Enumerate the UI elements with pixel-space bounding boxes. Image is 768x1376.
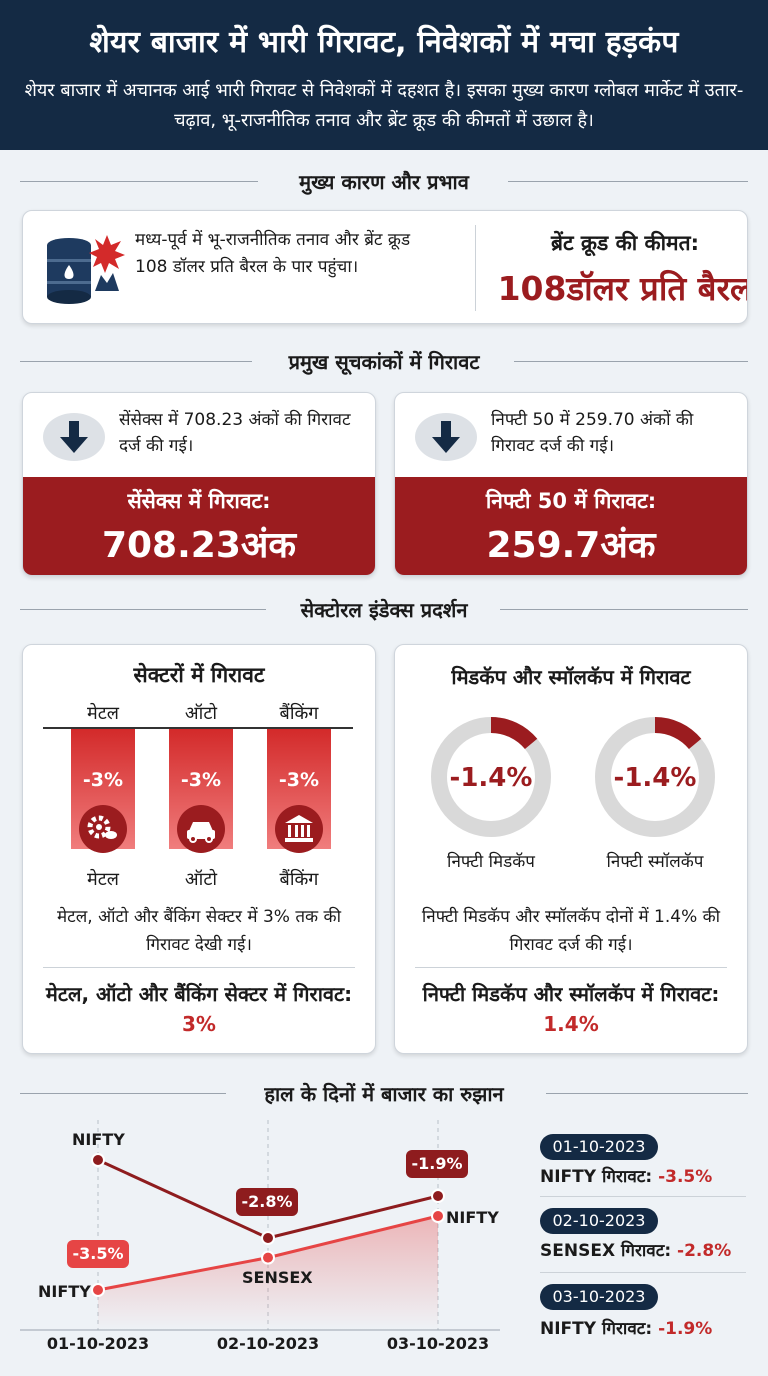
causes-card: मध्य-पूर्व में भू-राजनीतिक तनाव और ब्रें… xyxy=(22,210,748,324)
divider xyxy=(415,967,727,968)
divider xyxy=(43,967,355,968)
car-icon xyxy=(177,805,225,853)
divider xyxy=(540,1196,746,1197)
data-point xyxy=(261,1231,275,1245)
data-point xyxy=(261,1250,275,1265)
data-point xyxy=(91,1283,105,1297)
down-arrow-icon xyxy=(43,413,105,461)
legend-text-1: NIFTY गिरावट: -3.5% xyxy=(540,1167,713,1187)
data-point xyxy=(431,1189,445,1203)
sectors-card: सेक्टरों में गिरावट मेटल ऑटो बैंकिंग -3%… xyxy=(22,644,376,1054)
bar-top-label-metal: मेटल xyxy=(86,703,120,724)
donut-midcap: -1.4% xyxy=(431,717,551,837)
causes-text: मध्य-पूर्व में भू-राजनीतिक तनाव और ब्रें… xyxy=(135,230,411,277)
point-label-nifty-start: NIFTY xyxy=(72,1130,125,1149)
down-arrow-icon xyxy=(415,413,477,461)
brent-label: ब्रेंट क्रूड की कीमत: xyxy=(551,231,699,255)
donut-pct: -1.4% xyxy=(614,763,697,793)
donut-label-midcap: निफ्टी मिडकॅप xyxy=(447,852,535,872)
sectors-note: मेटल, ऑटो और बैंकिंग सेक्टर में 3% तक की… xyxy=(57,907,341,955)
bar-bottom-label-banking: बैंकिंग xyxy=(279,869,319,890)
data-label-2: -2.8% xyxy=(236,1188,298,1216)
divider xyxy=(540,1272,746,1273)
oil-barrel-explosion-icon xyxy=(47,235,125,304)
bar-bottom-label-metal: मेटल xyxy=(86,869,120,890)
bar-top-label-auto: ऑटो xyxy=(184,703,218,724)
bar-top-label-banking: बैंकिंग xyxy=(279,703,319,724)
midsmall-card: मिडकॅप और स्मॉलकॅप में गिरावट -1.4% -1.4%… xyxy=(394,644,748,1054)
legend-date-3: 03-10-2023 xyxy=(540,1284,658,1310)
x-tick-label-2: 02-10-2023 xyxy=(216,1334,320,1353)
sensex-card: सेंसेक्स में 708.23 अंकों की गिरावट दर्ज… xyxy=(22,392,376,576)
divider xyxy=(475,225,476,311)
donut-pct: -1.4% xyxy=(450,763,533,793)
bar-pct-banking: -3% xyxy=(278,769,320,791)
donut-segment xyxy=(431,717,551,837)
bar-baseline xyxy=(43,727,353,729)
donut-charts: -1.4% -1.4% xyxy=(431,717,715,837)
donut-segment xyxy=(595,717,715,837)
header-banner: शेयर बाजार में भारी गिरावट, निवेशकों में… xyxy=(0,0,768,150)
nifty-value: 259.7अंक xyxy=(486,525,656,566)
donut-label-smallcap: निफ्टी स्मॉलकॅप xyxy=(606,852,704,872)
sectors-summary: मेटल, ऑटो और बैंकिंग सेक्टर में गिरावट: … xyxy=(45,982,353,1036)
sensex-highlight: सेंसेक्स में गिरावट: 708.23अंक xyxy=(23,477,375,575)
legend-text-3: NIFTY गिरावट: -1.9% xyxy=(540,1319,713,1339)
sensex-value: 708.23अंक xyxy=(101,525,297,566)
section-title-indices: प्रमुख सूचकांकों में गिरावट xyxy=(0,346,768,376)
bank-icon xyxy=(275,805,323,853)
point-label-nifty-low: NIFTY xyxy=(38,1282,91,1301)
bar-pct-metal: -3% xyxy=(82,769,124,791)
area-fill xyxy=(98,1216,438,1330)
nifty-desc: निफ्टी 50 में 259.70 अंकों की गिरावट दर्… xyxy=(491,410,694,456)
brent-value: 108डॉलर प्रति बैरल xyxy=(497,269,748,308)
legend-text-2: SENSEX गिरावट: -2.8% xyxy=(540,1241,732,1261)
nifty-card: निफ्टी 50 में 259.70 अंकों की गिरावट दर्… xyxy=(394,392,748,576)
section-title-trend: हाल के दिनों में बाजार का रुझान xyxy=(0,1078,768,1108)
data-point xyxy=(431,1209,445,1223)
nifty-highlight: निफ्टी 50 में गिरावट: 259.7अंक xyxy=(395,477,747,575)
data-label-3: -1.9% xyxy=(406,1150,468,1178)
data-point xyxy=(91,1153,105,1167)
page-title: शेयर बाजार में भारी गिरावट, निवेशकों में… xyxy=(89,25,679,60)
section-title-sectoral: सेक्टोरल इंडेक्स प्रदर्शन xyxy=(0,594,768,624)
midsmall-summary: निफ्टी मिडकॅप और स्मॉलकॅप में गिरावट: 1.… xyxy=(422,982,720,1036)
legend-date-1: 01-10-2023 xyxy=(540,1134,658,1160)
point-label-nifty-end: NIFTY xyxy=(446,1208,499,1227)
midsmall-note: निफ्टी मिडकॅप और स्मॉलकॅप दोनों में 1.4%… xyxy=(421,907,721,955)
sectors-title: सेक्टरों में गिरावट xyxy=(133,663,265,687)
legend-date-2: 02-10-2023 xyxy=(540,1208,658,1234)
nifty-label: निफ्टी 50 में गिरावट: xyxy=(485,489,657,513)
data-label-1: -3.5% xyxy=(67,1240,129,1268)
point-label-sensex: SENSEX xyxy=(242,1268,313,1287)
section-title-causes: मुख्य कारण और प्रभाव xyxy=(0,166,768,196)
x-tick-label-1: 01-10-2023 xyxy=(46,1334,150,1353)
x-tick-label-3: 03-10-2023 xyxy=(386,1334,490,1353)
page-subtitle: शेयर बाजार में अचानक आई भारी गिरावट से न… xyxy=(24,80,744,131)
sensex-desc: सेंसेक्स में 708.23 अंकों की गिरावट दर्ज… xyxy=(119,410,351,456)
gear-icon xyxy=(79,805,127,853)
sensex-label: सेंसेक्स में गिरावट: xyxy=(127,489,271,513)
donut-smallcap: -1.4% xyxy=(595,717,715,837)
midsmall-title: मिडकॅप और स्मॉलकॅप में गिरावट xyxy=(451,665,691,689)
bar-bottom-label-auto: ऑटो xyxy=(184,869,218,890)
bar-pct-auto: -3% xyxy=(180,769,222,791)
